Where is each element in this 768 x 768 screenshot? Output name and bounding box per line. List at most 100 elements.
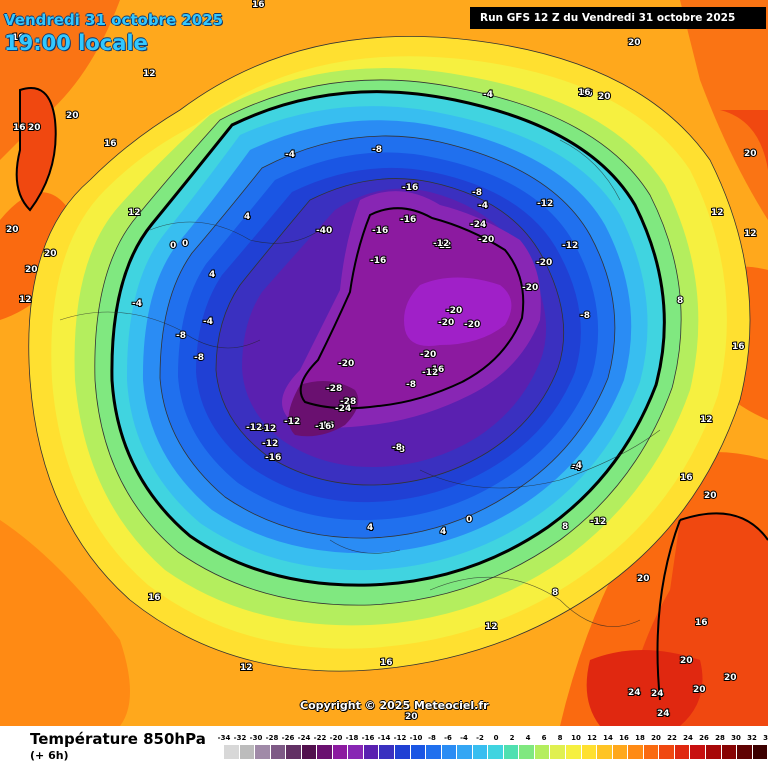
legend-swatch xyxy=(379,745,396,759)
legend-label: 32 xyxy=(747,734,757,742)
legend-label: -12 xyxy=(393,734,407,742)
legend-swatch xyxy=(410,745,427,759)
legend-label: -14 xyxy=(377,734,391,742)
map-value-label: -4 xyxy=(572,461,582,471)
legend-swatch xyxy=(270,745,287,759)
map-value-label: -4 xyxy=(285,150,295,160)
legend-swatch xyxy=(737,745,753,759)
map-value-label: -40 xyxy=(316,226,332,236)
legend-label: -26 xyxy=(281,734,295,742)
map-value-label: 16 xyxy=(252,0,265,10)
map-value-label: 20 xyxy=(724,673,737,683)
map-value-label: 12 xyxy=(700,415,713,425)
map-value-label: -12 xyxy=(262,439,278,449)
map-value-label: 12 xyxy=(19,295,32,305)
legend-label: -32 xyxy=(233,734,247,742)
map-value-label: 16 xyxy=(695,618,708,628)
map-value-label: 4 xyxy=(440,527,446,537)
legend-label: 22 xyxy=(667,734,677,742)
legend-label: 16 xyxy=(619,734,629,742)
legend-swatch xyxy=(224,745,240,759)
map-value-label: -4 xyxy=(571,463,581,473)
map-value-label: 8 xyxy=(552,588,558,598)
map-value-label: -4 xyxy=(203,317,213,327)
legend-swatch xyxy=(705,745,722,759)
map-value-label: -8 xyxy=(392,443,402,453)
map-value-label: -24 xyxy=(470,220,486,230)
map-value-label: -12 xyxy=(590,517,606,527)
map-value-label: 20 xyxy=(744,149,757,159)
map-value-label: 20 xyxy=(28,123,41,133)
legend-swatch xyxy=(395,745,411,759)
legend-label: -16 xyxy=(361,734,375,742)
map-value-label: 20 xyxy=(6,225,19,235)
legend-label: 14 xyxy=(603,734,613,742)
map-value-label: 4 xyxy=(367,523,373,533)
map-value-label: 20 xyxy=(704,491,717,501)
map-value-label: 0 xyxy=(182,239,188,249)
zero-isotherm xyxy=(110,90,666,587)
legend-label: 6 xyxy=(541,734,547,742)
map-value-label: 12 xyxy=(128,208,141,218)
legend-label: -34 xyxy=(217,734,231,742)
date-label: Vendredi 31 octobre 2025 xyxy=(4,11,224,29)
map-value-label: 20 xyxy=(693,685,706,695)
legend-swatch xyxy=(363,745,380,759)
map-value-label: 12 xyxy=(744,229,757,239)
legend-label: 4 xyxy=(525,734,531,742)
legend-swatch xyxy=(581,745,598,759)
map-value-label: -8 xyxy=(194,353,204,363)
map-value-label: -16 xyxy=(318,421,334,431)
legend-label: -8 xyxy=(428,734,436,742)
map-value-label: -28 xyxy=(326,384,342,394)
map-value-label: 12 xyxy=(485,622,498,632)
map-value-label: -16 xyxy=(370,256,386,266)
legend-swatch xyxy=(301,745,318,759)
map-value-label: 8 xyxy=(562,522,568,532)
legend-swatch xyxy=(612,745,629,759)
map-value-label: 20 xyxy=(44,249,57,259)
legend-swatch xyxy=(566,745,582,759)
map-value-label: -16 xyxy=(428,365,444,375)
map-value-label: -20 xyxy=(536,258,552,268)
map-value-label: 4 xyxy=(209,270,215,280)
hot-core-se xyxy=(586,650,703,726)
map-value-label: 16 xyxy=(148,593,161,603)
map-value-label: -12 xyxy=(284,417,300,427)
map-value-label: -12 xyxy=(562,241,578,251)
legend-label: -28 xyxy=(265,734,279,742)
legend-label: 30 xyxy=(731,734,741,742)
warm-region-sw xyxy=(0,520,130,726)
legend-label: -6 xyxy=(444,734,452,742)
legend-label: -24 xyxy=(297,734,311,742)
map-value-label: 20 xyxy=(66,111,79,121)
forecast-step: (+ 6h) xyxy=(30,749,69,762)
map-value-label: 0 xyxy=(466,515,472,525)
legend-swatch xyxy=(239,745,256,759)
map-value-label: -28 xyxy=(340,397,356,407)
map-value-label: -16 xyxy=(400,215,416,225)
legend-label: -22 xyxy=(313,734,327,742)
cold-core-minus-28 xyxy=(288,381,359,437)
legend-color-scale xyxy=(224,745,768,759)
map-value-label: 4 xyxy=(244,212,250,222)
hot-region-nw xyxy=(16,88,56,210)
legend-swatch xyxy=(426,745,442,759)
map-value-label: 24 xyxy=(628,688,641,698)
legend-label: 12 xyxy=(587,734,597,742)
legend-swatch xyxy=(441,745,458,759)
legend-swatch xyxy=(348,745,364,759)
legend-label: 8 xyxy=(557,734,563,742)
legend-label: 26 xyxy=(699,734,709,742)
map-value-label: -8 xyxy=(395,445,405,455)
legend-label: -4 xyxy=(460,734,468,742)
legend-swatch xyxy=(503,745,520,759)
map-value-label: -12 xyxy=(246,423,262,433)
map-value-label: -8 xyxy=(176,331,186,341)
map-value-label: 16 xyxy=(680,473,693,483)
map-value-label: 16 xyxy=(732,342,745,352)
map-value-label: 20 xyxy=(628,38,641,48)
legend-swatch xyxy=(534,745,551,759)
legend-swatch xyxy=(519,745,535,759)
